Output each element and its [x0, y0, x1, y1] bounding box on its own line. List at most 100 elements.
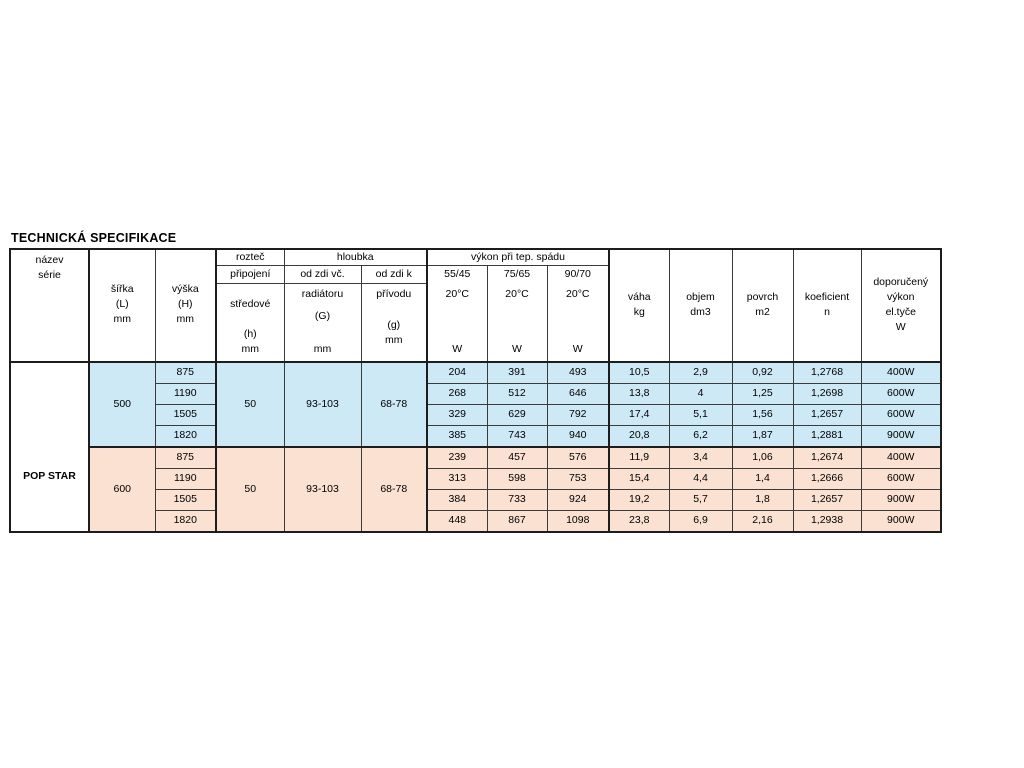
- cell-od-zdi-k-600: 68-78: [360, 446, 428, 533]
- header-cell-doporuceny-vykon: doporučený výkon el.tyče W: [860, 248, 942, 363]
- cell-spad-75-65: 512: [486, 382, 548, 405]
- header-sirka-line2: (L): [115, 298, 129, 311]
- header-od-zdi-k-unit-text: mm: [385, 333, 403, 346]
- table-row: 1505 384 733 924 19,2 5,7 1,8 1,2657 900…: [10, 488, 942, 511]
- technical-specification-table: název série šířka (L) mm: [9, 248, 942, 533]
- header-doporuceny-unit: W: [895, 320, 906, 333]
- header-povrch-unit: m2: [755, 305, 770, 318]
- cell-doporuceny-vykon: 900W: [860, 488, 942, 511]
- cell-objem: 4,4: [668, 467, 733, 490]
- cell-spad-90-70: 753: [546, 467, 610, 490]
- header-sub-row-2: středové (h) mm radiátoru přívodu 20°C 2…: [10, 282, 941, 363]
- cell-povrch: 1,8: [731, 488, 794, 511]
- header-vyska-unit: mm: [176, 313, 195, 326]
- header-cell-nazev-serie: název série: [9, 248, 90, 363]
- header-objem-unit: dm3: [690, 305, 711, 318]
- cell-koeficient: 1,2657: [792, 488, 862, 511]
- cell-povrch: 0,92: [731, 361, 794, 384]
- cell-vaha: 23,8: [608, 509, 670, 533]
- cell-roztec-600: 50: [215, 446, 285, 533]
- header-cell-spad-90-70: 90/70: [546, 264, 610, 284]
- cell-vyska: 1190: [154, 382, 217, 405]
- header-od-zdi-vc-code: (G): [314, 309, 331, 322]
- cell-vyska: 1190: [154, 467, 217, 490]
- header-cell-spad-75-65-temp: 20°C: [486, 283, 548, 306]
- header-cell-vyska: výška (H) mm: [154, 248, 217, 363]
- cell-koeficient: 1,2768: [792, 361, 862, 384]
- header-cell-od-zdi-k-l2: přívodu: [360, 282, 428, 306]
- cell-spad-55-45: 384: [426, 488, 488, 511]
- cell-vyska: 1505: [154, 403, 217, 426]
- header-koeficient-label: koeficient: [804, 290, 850, 303]
- cell-spad-55-45: 329: [426, 403, 488, 426]
- header-cell-sirka: šířka (L) mm: [88, 248, 156, 363]
- header-cell-spad-55-45-temp: 20°C: [426, 283, 488, 306]
- cell-vaha: 11,9: [608, 446, 670, 469]
- header-cell-vaha: váha kg: [608, 248, 670, 363]
- cell-doporuceny-vykon: 900W: [860, 424, 942, 448]
- cell-spad-90-70: 646: [546, 382, 610, 405]
- cell-vaha: 10,5: [608, 361, 670, 384]
- cell-spad-75-65: 733: [486, 488, 548, 511]
- cell-spad-90-70: 924: [546, 488, 610, 511]
- header-cell-koeficient: koeficient n: [792, 248, 862, 363]
- cell-koeficient: 1,2881: [792, 424, 862, 448]
- table-row: 1820 385 743 940 20,8 6,2 1,87 1,2881 90…: [10, 424, 942, 448]
- header-sirka-line1: šířka: [110, 283, 134, 296]
- table-row: 1190 313 598 753 15,4 4,4 1,4 1,2666 600…: [10, 467, 942, 490]
- header-povrch-label: povrch: [746, 290, 779, 303]
- cell-od-zdi-k-500: 68-78: [360, 361, 428, 448]
- cell-vyska: 1820: [154, 509, 217, 533]
- cell-objem: 6,2: [668, 424, 733, 448]
- header-doporuceny-line3: el.tyče: [885, 305, 916, 318]
- header-doporuceny-line1: doporučený: [873, 275, 929, 288]
- cell-objem: 3,4: [668, 446, 733, 469]
- cell-vaha: 19,2: [608, 488, 670, 511]
- table-row: 1505 329 629 792 17,4 5,1 1,56 1,2657 60…: [10, 403, 942, 426]
- header-nazev-line2: série: [38, 268, 61, 281]
- cell-spad-75-65: 598: [486, 467, 548, 490]
- cell-spad-90-70: 576: [546, 446, 610, 469]
- cell-spad-55-45: 239: [426, 446, 488, 469]
- cell-od-zdi-vc-600: 93-103: [283, 446, 362, 533]
- cell-spad-55-45: 204: [426, 361, 488, 384]
- cell-spad-75-65: 867: [486, 509, 548, 533]
- header-cell-povrch: povrch m2: [731, 248, 794, 363]
- header-cell-od-zdi-k-unit: (g) mm: [360, 305, 428, 363]
- cell-spad-75-65: 391: [486, 361, 548, 384]
- cell-spad-55-45: 313: [426, 467, 488, 490]
- cell-spad-90-70: 940: [546, 424, 610, 448]
- cell-objem: 5,1: [668, 403, 733, 426]
- header-koeficient-unit: n: [824, 305, 830, 318]
- cell-vyska: 1820: [154, 424, 217, 448]
- table-row: 1190 268 512 646 13,8 4 1,25 1,2698 600W: [10, 382, 942, 405]
- header-od-zdi-vc-unit-text: mm: [313, 342, 332, 355]
- header-vaha-label: váha: [627, 290, 651, 303]
- cell-vyska: 875: [154, 361, 217, 384]
- header-vyska-line2: (H): [177, 298, 193, 311]
- header-cell-stredove: středové (h) mm: [215, 282, 285, 363]
- cell-povrch: 1,87: [731, 424, 794, 448]
- cell-objem: 2,9: [668, 361, 733, 384]
- cell-spad-90-70: 493: [546, 361, 610, 384]
- cell-vaha: 17,4: [608, 403, 670, 426]
- cell-doporuceny-vykon: 900W: [860, 509, 942, 533]
- header-od-zdi-k-code: (g): [387, 318, 401, 331]
- cell-povrch: 1,25: [731, 382, 794, 405]
- header-doporuceny-line2: výkon: [887, 290, 915, 303]
- table-row: 1820 448 867 1098 23,8 6,9 2,16 1,2938 9…: [10, 509, 942, 533]
- header-cell-spad-55-45-unit: W: [426, 305, 488, 363]
- cell-objem: 5,7: [668, 488, 733, 511]
- cell-objem: 6,9: [668, 509, 733, 533]
- cell-koeficient: 1,2938: [792, 509, 862, 533]
- cell-sirka-500: 500: [88, 361, 156, 448]
- header-cell-vykon-group: výkon při tep. spádu: [426, 248, 610, 266]
- cell-objem: 4: [668, 382, 733, 405]
- series-name-cell: POP STAR: [9, 361, 90, 533]
- cell-povrch: 1,56: [731, 403, 794, 426]
- cell-doporuceny-vykon: 400W: [860, 361, 942, 384]
- cell-doporuceny-vykon: 400W: [860, 446, 942, 469]
- table-row: POP STAR 500 875 50 93-103 68-78 204 391…: [9, 361, 942, 533]
- header-sub-row-1: připojení od zdi vč. od zdi k 55/45 75/6…: [10, 264, 941, 284]
